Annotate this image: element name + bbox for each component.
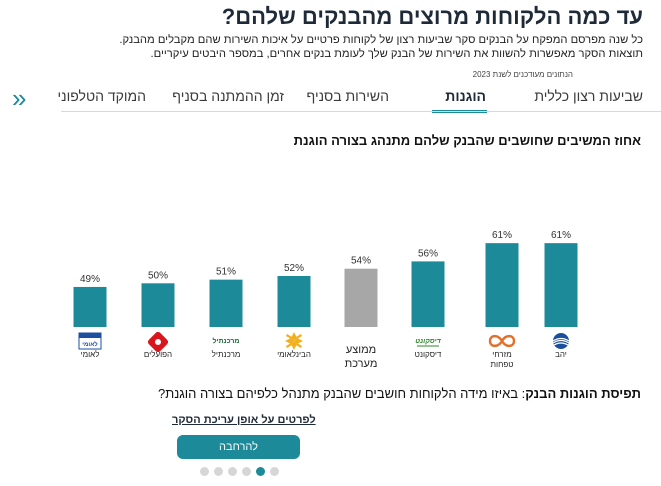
logo-text: לאומי <box>82 340 98 348</box>
bank-name-line: מרכנתיל <box>211 350 241 359</box>
logo-text: דיסקונט <box>415 338 441 345</box>
bank-name-label: לאומי <box>60 350 120 360</box>
question-rest: : באיזו מידה הלקוחות חושבים שהבנק מתנהל … <box>158 386 526 401</box>
bank-name-label: הפועלים <box>128 350 188 360</box>
bar-7[interactable] <box>141 283 175 327</box>
bank-name-line: לאומי <box>80 350 100 359</box>
description-line-2: תוצאות הסקר מאפשרות להשוות את השירות של … <box>150 48 643 60</box>
bank-name-line: הבינלאומי <box>277 350 311 359</box>
pagination-dots <box>200 467 280 477</box>
bar-8[interactable] <box>73 286 107 327</box>
bank-name-line: דיסקונט <box>414 350 442 359</box>
bar-value-label: 61% <box>551 230 571 241</box>
pagination-dot[interactable] <box>200 467 209 476</box>
average-label-line: מערכת <box>344 358 378 370</box>
tab-fairness[interactable]: הוגנות <box>445 88 486 104</box>
pagination-dot[interactable] <box>270 467 279 476</box>
discount-logo-icon: דיסקונט <box>403 332 453 368</box>
pagination-dot[interactable] <box>214 467 223 476</box>
pagination-dot[interactable] <box>256 467 265 476</box>
bank-name-label: יהב <box>531 350 591 360</box>
bank-name-line: הפועלים <box>143 350 173 359</box>
bar-value-label: 54% <box>351 256 371 267</box>
bar-6[interactable] <box>209 279 243 327</box>
data-update-note: הנתונים מעודכנים לשנת 2023 <box>472 70 573 79</box>
fibi-star-icon <box>269 332 319 368</box>
pagination-dot[interactable] <box>228 467 237 476</box>
tab-bar: שביעות רצון כללית הוגנות השירות בסניף זמ… <box>0 83 661 113</box>
bank-name-label: מרכנתיל <box>196 350 256 360</box>
tab-branch-service[interactable]: השירות בסניף <box>306 88 390 104</box>
yahav-globe-icon <box>536 332 586 368</box>
bar-value-label: 52% <box>284 263 304 274</box>
question-bold: תפיסת הוגנות הבנק <box>525 386 641 401</box>
bar-value-label: 51% <box>216 267 236 278</box>
expand-button[interactable]: להרחבה <box>177 435 300 459</box>
tabs-divider <box>61 111 661 112</box>
page-title: עד כמה הלקוחות מרוצים מהבנקים שלהם? <box>221 4 643 29</box>
leumi-logo-icon: לאומי <box>65 332 115 368</box>
average-label-line: ממוצע <box>345 344 377 356</box>
mercantile-logo-icon: מרכנתיל <box>201 332 251 368</box>
description-line-1: כל שנה מפרסם המפקח על הבנקים סקר שביעות … <box>119 34 643 46</box>
survey-details-link[interactable]: לפרטים על אופן עריכת הסקר <box>172 414 316 426</box>
bank-name-line: מזרחי <box>492 350 512 359</box>
bar-value-label: 61% <box>492 230 512 241</box>
page-description: כל שנה מפרסם המפקח על הבנקים סקר שביעות … <box>13 33 643 61</box>
bank-name-label: דיסקונט <box>398 350 458 360</box>
double-chevron-left-icon[interactable]: « <box>12 83 27 113</box>
chart-title: אחוז המשיבים שחושבים שהבנק שלהם מתנהג בצ… <box>293 133 641 148</box>
bar-3[interactable] <box>411 261 445 327</box>
tab-branch-wait-time[interactable]: זמן ההמתנה בסניף <box>172 88 284 104</box>
tab-overall-satisfaction[interactable]: שביעות רצון כללית <box>534 88 643 104</box>
bar-value-label: 49% <box>80 274 100 285</box>
tab-phone-center[interactable]: המוקד הטלפוני <box>57 88 146 104</box>
bar-value-label: 50% <box>148 270 168 281</box>
bank-name-label: הבינלאומי <box>264 350 324 360</box>
bar-5[interactable] <box>277 276 311 327</box>
mizrahi-infinity-icon <box>477 332 527 368</box>
average-label: ממוצע מערכת <box>331 343 391 371</box>
bar-1[interactable] <box>544 243 578 327</box>
bar-chart: 61% 61% 56% 54% 52% 51% 50% 49% <box>73 230 578 327</box>
bank-name-line: טפחות <box>490 360 514 369</box>
bottom-question: תפיסת הוגנות הבנק: באיזו מידה הלקוחות חו… <box>158 386 641 401</box>
logo-text: מרכנתיל <box>213 337 240 345</box>
bank-name-line: יהב <box>555 350 567 359</box>
bank-name-label: מזרחי טפחות <box>472 350 532 370</box>
bar-average[interactable] <box>344 268 378 327</box>
hapoalim-diamond-icon <box>133 331 183 368</box>
pagination-dot[interactable] <box>242 467 251 476</box>
bar-value-label: 56% <box>418 248 438 259</box>
bar-2[interactable] <box>485 243 519 327</box>
